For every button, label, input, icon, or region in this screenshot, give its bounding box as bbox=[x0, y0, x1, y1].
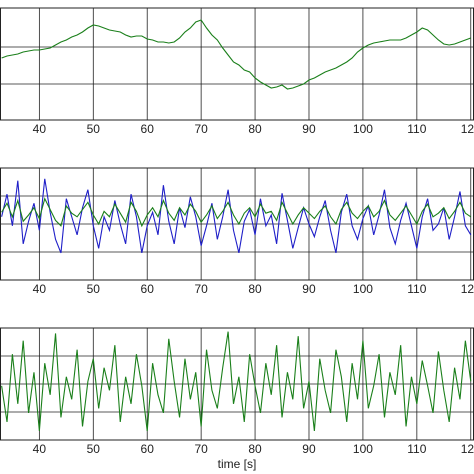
x-tick-label: 70 bbox=[194, 282, 208, 296]
x-tick-label: 70 bbox=[194, 122, 208, 136]
x-tick-label: 60 bbox=[141, 122, 155, 136]
plot-area bbox=[1, 19, 471, 90]
panel: 40 50 60 70 80 90 100 110 120 time [s] bbox=[0, 327, 474, 471]
series-line bbox=[1, 178, 472, 254]
x-tick-label: 90 bbox=[302, 282, 316, 296]
x-tick-label: 40 bbox=[33, 282, 47, 296]
x-tick-label: 110 bbox=[407, 442, 426, 456]
x-tick-label: 40 bbox=[33, 122, 47, 136]
x-tick-label: 80 bbox=[248, 442, 262, 456]
x-tick-label: 60 bbox=[141, 442, 155, 456]
panel: 40 50 60 70 80 90 100 110 120 bbox=[0, 167, 474, 296]
x-tick-label: 120 bbox=[461, 442, 474, 456]
x-tick-label: 100 bbox=[353, 442, 373, 456]
x-tick-label: 40 bbox=[33, 442, 47, 456]
x-tick-label: 80 bbox=[248, 122, 262, 136]
x-tick-label: 50 bbox=[87, 442, 101, 456]
x-tick-label: 100 bbox=[353, 122, 373, 136]
x-tick-label: 110 bbox=[407, 282, 426, 296]
panel: 40 50 60 70 80 90 100 110 120 bbox=[0, 7, 474, 136]
x-tick-label: 70 bbox=[194, 442, 208, 456]
plot-area bbox=[1, 178, 472, 254]
x-tick-label: 50 bbox=[87, 282, 101, 296]
x-tick-label: 100 bbox=[353, 282, 373, 296]
x-tick-label: 120 bbox=[461, 122, 474, 136]
x-tick-label: 90 bbox=[302, 442, 316, 456]
x-tick-label: 90 bbox=[302, 122, 316, 136]
x-tick-label: 80 bbox=[248, 282, 262, 296]
plot-area bbox=[1, 331, 472, 432]
series-line bbox=[1, 331, 472, 432]
x-tick-label: 120 bbox=[461, 282, 474, 296]
series-line bbox=[1, 19, 471, 90]
x-tick-label: 50 bbox=[87, 122, 101, 136]
series-line bbox=[1, 197, 472, 228]
x-tick-label: 110 bbox=[407, 122, 426, 136]
x-tick-label: 60 bbox=[141, 282, 155, 296]
x-axis-label: time [s] bbox=[218, 457, 257, 471]
